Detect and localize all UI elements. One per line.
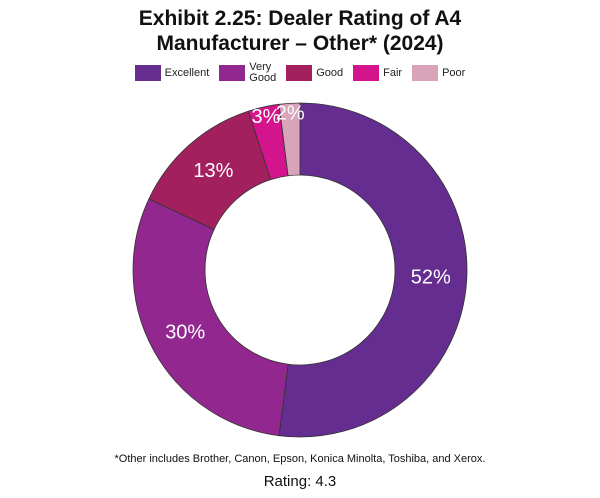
legend-label: Good xyxy=(316,66,344,79)
legend-label: Poor xyxy=(442,66,466,79)
legend-swatch xyxy=(219,65,246,81)
legend-item: Poor xyxy=(412,65,465,81)
legend-item: Excellent xyxy=(134,65,210,81)
data-label: 30% xyxy=(165,321,205,343)
slice xyxy=(278,102,301,177)
data-label: 13% xyxy=(193,160,233,182)
legend-item: Very Good xyxy=(219,62,276,84)
legend: Excellent Very Good Good Fair Poor xyxy=(0,62,600,84)
data-label: 3% xyxy=(252,106,281,128)
legend-label: Fair xyxy=(383,66,403,79)
legend-swatch xyxy=(286,65,313,81)
slice xyxy=(132,198,289,437)
legend-label: Very Good xyxy=(249,61,277,84)
legend-swatch xyxy=(412,65,439,81)
slice xyxy=(278,102,468,438)
legend-swatch xyxy=(134,65,161,81)
footnote: *Other includes Brother, Canon, Epson, K… xyxy=(114,453,486,465)
data-label: 2% xyxy=(276,103,305,125)
legend-label: Excellent xyxy=(164,66,210,79)
legend-swatch xyxy=(353,65,380,81)
chart-title: Exhibit 2.25: Dealer Rating of A4 Manufa… xyxy=(138,7,462,55)
rating: Rating: 4.3 xyxy=(263,473,337,490)
data-label: 52% xyxy=(411,267,451,289)
legend-item: Fair xyxy=(353,65,402,81)
legend-item: Good xyxy=(286,65,343,81)
